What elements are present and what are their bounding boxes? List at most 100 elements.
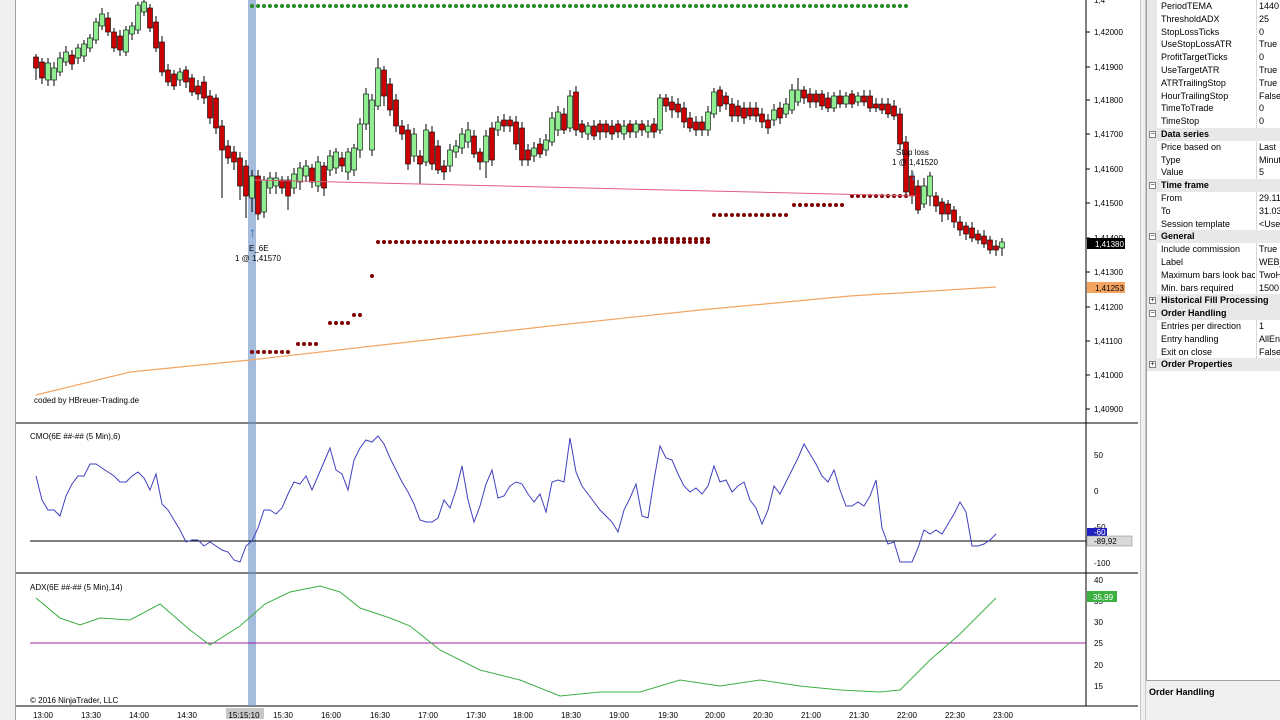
property-value[interactable]: 29.11 <box>1256 192 1280 205</box>
collapse-icon[interactable]: − <box>1149 310 1156 318</box>
property-row[interactable]: Min. bars required 1500 <box>1147 281 1280 295</box>
signal-dot <box>526 4 530 8</box>
property-value[interactable]: 0 <box>1256 102 1280 116</box>
stop-dot <box>834 203 838 207</box>
signal-dot <box>766 4 770 8</box>
time-axis-label: 15:30 <box>273 711 294 720</box>
stop-dot <box>754 213 758 217</box>
signal-dot <box>664 4 668 8</box>
property-value[interactable]: AllEnt <box>1256 332 1280 346</box>
signal-dot <box>850 4 854 8</box>
signal-dot <box>406 4 410 8</box>
property-gutter <box>1147 51 1157 64</box>
property-row[interactable]: From 29.11 <box>1147 192 1280 205</box>
stop-dot <box>778 213 782 217</box>
property-row[interactable]: ThresholdADX 25 <box>1147 12 1280 26</box>
property-category[interactable]: − Data series <box>1147 128 1280 141</box>
property-row[interactable]: TimeStop 0 <box>1147 115 1280 128</box>
signal-dot <box>502 4 506 8</box>
property-row[interactable]: To 31.03 <box>1147 204 1280 218</box>
candle-body <box>927 175 933 197</box>
property-value[interactable]: True <box>1256 64 1280 77</box>
property-value[interactable]: True <box>1256 38 1280 52</box>
stop-dot <box>268 350 272 354</box>
candle-body <box>537 143 543 155</box>
collapse-icon[interactable]: − <box>1149 182 1156 190</box>
price-panel <box>16 0 1138 423</box>
candle-body <box>987 239 993 251</box>
time-axis-label: 20:30 <box>753 711 774 720</box>
stop-dot <box>376 240 380 244</box>
property-row[interactable]: UseStopLossATR True <box>1147 38 1280 52</box>
signal-dot <box>616 4 620 8</box>
time-axis-label: 14:00 <box>129 711 150 720</box>
property-row[interactable]: Exit on close False <box>1147 345 1280 359</box>
property-value[interactable]: 1 <box>1256 320 1280 333</box>
property-gutter <box>1147 243 1157 256</box>
stop-dot <box>508 240 512 244</box>
property-value[interactable]: 0 <box>1256 25 1280 39</box>
property-row[interactable]: Type Minute <box>1147 153 1280 167</box>
expand-icon[interactable]: + <box>1149 361 1156 369</box>
property-row[interactable]: UseTargetATR True <box>1147 64 1280 77</box>
property-row[interactable]: Label WEB_ <box>1147 256 1280 269</box>
property-value[interactable]: 0 <box>1256 51 1280 64</box>
property-row[interactable]: Session template <Use <box>1147 217 1280 231</box>
property-category[interactable]: + Historical Fill Processing <box>1147 294 1280 308</box>
adx-badge <box>1087 591 1117 602</box>
property-row[interactable]: Include commission True <box>1147 243 1280 256</box>
stop-dot <box>592 240 596 244</box>
candle-body <box>111 31 117 49</box>
stop-dot <box>262 350 266 354</box>
property-row[interactable]: TimeToTrade 0 <box>1147 102 1280 116</box>
property-value[interactable]: TwoH <box>1256 268 1280 282</box>
stop-dot <box>712 213 716 217</box>
property-value[interactable]: <Use <box>1256 217 1280 231</box>
collapse-icon[interactable]: − <box>1149 131 1156 138</box>
property-row[interactable]: ProfitTargetTicks 0 <box>1147 51 1280 64</box>
property-value[interactable]: 0 <box>1256 115 1280 128</box>
price-chart[interactable]: 1,420001,419001,418001,417001,416001,415… <box>0 0 1140 720</box>
property-row[interactable]: ATRTrailingStop True <box>1147 76 1280 90</box>
properties-panel[interactable]: PeriodTEMA 1440 ThresholdADX 25 StopLossTick… <box>1146 0 1280 680</box>
stop-dot <box>706 240 710 244</box>
candle-body <box>435 145 441 171</box>
property-value[interactable]: Last <box>1256 140 1280 154</box>
property-category[interactable]: − Time frame <box>1147 179 1280 192</box>
property-row[interactable]: Entries per direction 1 <box>1147 320 1280 333</box>
property-row[interactable]: Entry handling AllEnt <box>1147 332 1280 346</box>
chart-area[interactable]: 1,42000 1,41900 1,41800 1,41700 1,41600 1,415… <box>0 0 1140 720</box>
property-value[interactable]: WEB_ <box>1256 256 1280 269</box>
candle-body <box>303 165 309 177</box>
property-value[interactable]: False <box>1256 89 1280 103</box>
property-row[interactable]: PeriodTEMA 1440 <box>1147 0 1280 13</box>
candle-body <box>135 4 141 31</box>
property-value[interactable]: 31.03 <box>1256 204 1280 218</box>
property-value[interactable]: 1440 <box>1256 0 1280 13</box>
property-value[interactable]: Minute <box>1256 153 1280 167</box>
property-value[interactable]: False <box>1256 345 1280 359</box>
property-row[interactable]: Maximum bars look bac TwoH <box>1147 268 1280 282</box>
collapse-icon[interactable]: − <box>1149 233 1156 241</box>
property-value[interactable]: 25 <box>1256 12 1280 26</box>
stop-dot <box>718 213 722 217</box>
property-value[interactable]: True <box>1256 243 1280 256</box>
property-row[interactable]: StopLossTicks 0 <box>1147 25 1280 39</box>
stop-dot <box>804 203 808 207</box>
candle-body <box>531 147 537 157</box>
candle-body <box>81 43 87 57</box>
property-row[interactable]: Value 5 <box>1147 166 1280 180</box>
panel-splitter[interactable] <box>1140 0 1146 720</box>
price-axis-label: 1,40900 <box>1094 405 1123 414</box>
property-category[interactable]: − Order Handling <box>1147 307 1280 320</box>
property-row[interactable]: HourTrailingStop False <box>1147 89 1280 103</box>
property-value[interactable]: 1500 <box>1256 281 1280 295</box>
property-row[interactable]: Price based on Last <box>1147 140 1280 154</box>
property-value[interactable]: True <box>1256 76 1280 90</box>
property-category[interactable]: − General <box>1147 230 1280 244</box>
cmo-title: CMO(6E ##-## (5 Min),6) <box>30 432 121 441</box>
property-category[interactable]: + Order Properties <box>1147 358 1280 372</box>
expand-icon[interactable]: + <box>1149 297 1156 305</box>
property-value[interactable]: 5 <box>1256 166 1280 180</box>
entry-marker-detail: 1 @ 1,41570 <box>235 254 281 263</box>
